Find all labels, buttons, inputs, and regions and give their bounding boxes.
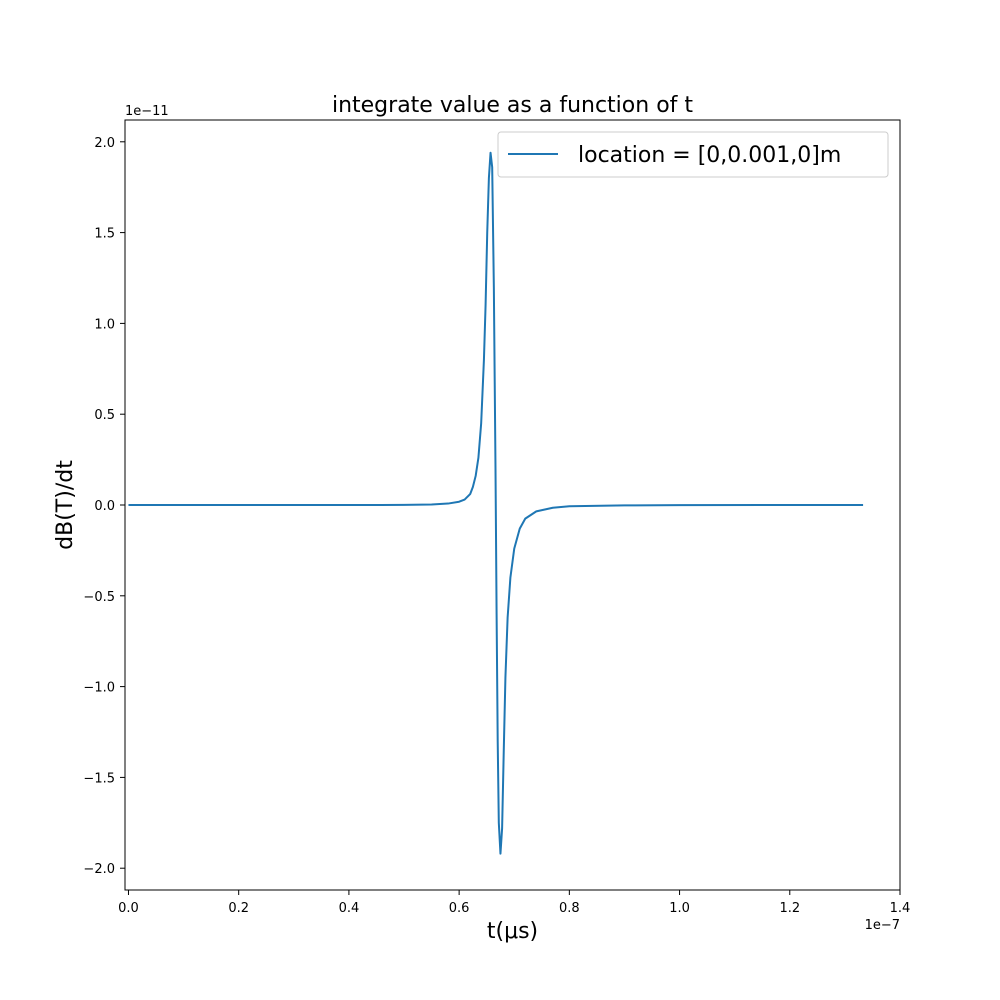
y-axis-label: dB(T)/dt — [53, 460, 78, 550]
x-axis-offset-label: 1e−7 — [865, 918, 900, 933]
x-axis-ticks: 0.0 0.2 0.4 0.6 0.8 1.0 1.2 1.4 — [118, 890, 910, 916]
plot-area — [128, 151, 864, 855]
x-tick-label: 1.0 — [669, 901, 690, 916]
legend-box — [497, 131, 889, 178]
x-tick-label: 1.4 — [890, 901, 911, 916]
y-tick-label: 1.5 — [94, 227, 115, 242]
x-tick-label: 0.6 — [449, 901, 470, 916]
y-tick-label: 1.0 — [94, 317, 115, 332]
y-axis-offset-label: 1e−11 — [125, 104, 169, 119]
y-tick-label: −1.0 — [83, 681, 115, 696]
y-tick-label: −2.0 — [83, 862, 115, 877]
y-axis-ticks: 2.0 1.5 1.0 0.5 0.0 −0.5 −1.0 −1.5 −2.0 — [83, 136, 125, 877]
y-tick-label: 0.5 — [94, 408, 115, 423]
x-tick-label: 0.4 — [339, 901, 360, 916]
x-tick-label: 0.0 — [118, 901, 139, 916]
y-tick-label: 0.0 — [94, 499, 115, 514]
y-tick-label: 2.0 — [94, 136, 115, 151]
x-tick-label: 1.2 — [779, 901, 800, 916]
y-tick-label: −0.5 — [83, 590, 115, 605]
legend-label: location = [0,0.001,0]m — [578, 143, 841, 168]
x-axis-label: t(μs) — [487, 919, 538, 944]
y-tick-label: −1.5 — [83, 771, 115, 786]
x-tick-label: 0.8 — [559, 901, 580, 916]
legend: location = [0,0.001,0]m — [497, 131, 889, 178]
chart-title: integrate value as a function of t — [332, 93, 693, 118]
x-tick-label: 0.2 — [228, 901, 249, 916]
series-line — [128, 151, 864, 855]
